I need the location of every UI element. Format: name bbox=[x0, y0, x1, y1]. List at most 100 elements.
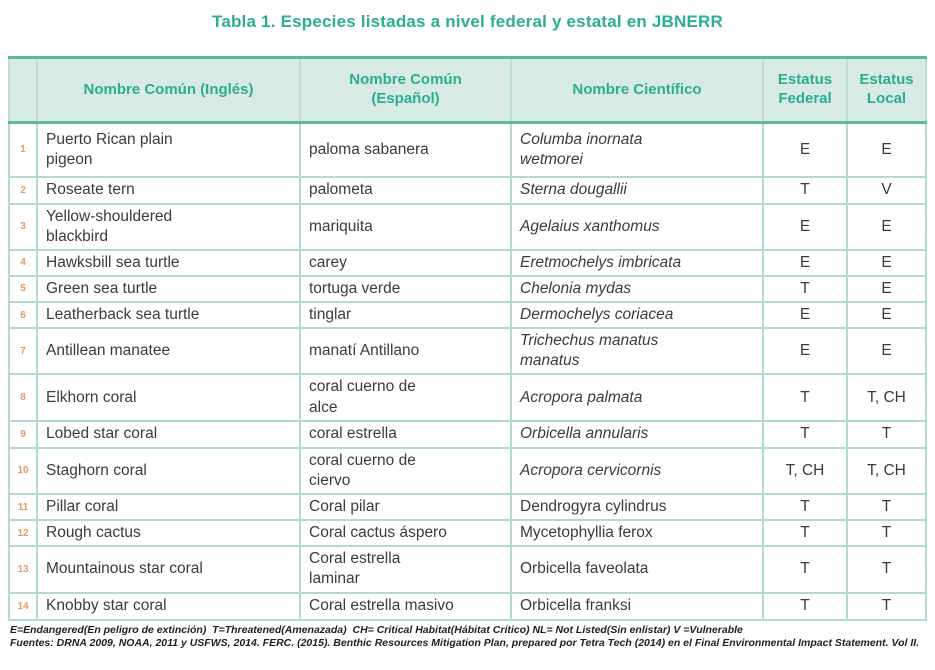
common-name-en: Yellow-shouldered blackbird bbox=[36, 202, 301, 251]
federal-status: T bbox=[762, 493, 848, 522]
local-status: E bbox=[846, 202, 927, 251]
row-number: 7 bbox=[8, 327, 38, 376]
scientific-name: Orbicella annularis bbox=[510, 419, 764, 449]
common-name-en: Staghorn coral bbox=[36, 446, 301, 496]
scientific-name: Chelonia mydas bbox=[510, 274, 764, 304]
row-number: 14 bbox=[8, 591, 38, 621]
common-name-en: Green sea turtle bbox=[36, 274, 301, 304]
local-status: T bbox=[846, 545, 927, 594]
local-status: E bbox=[846, 327, 927, 376]
table-row: 1 Puerto Rican plain pigeon paloma sabaner… bbox=[8, 121, 927, 178]
common-name-en: Hawksbill sea turtle bbox=[36, 248, 301, 277]
table-title: Tabla 1. Especies listadas a nivel feder… bbox=[212, 12, 723, 31]
header-common-name-es: Nombre Común (Español) bbox=[299, 56, 512, 124]
table-row: 2 Roseate tern palometa Sterna dougallii T V bbox=[8, 175, 927, 205]
scientific-name: Dendrogyra cylindrus bbox=[510, 493, 764, 522]
row-number: 3 bbox=[8, 202, 38, 251]
table-row: 6 Leatherback sea turtle tinglar Dermochely… bbox=[8, 301, 927, 330]
common-name-es: Coral pilar bbox=[299, 493, 512, 522]
header-row: Nombre Común (Inglés) Nombre Común (Espa… bbox=[8, 56, 927, 124]
scientific-name: Trichechus manatus manatus bbox=[510, 327, 764, 376]
row-number: 6 bbox=[8, 301, 38, 330]
sources-note: Fuentes: DRNA 2009, NOAA, 2011 y USFWS, … bbox=[10, 637, 920, 650]
header-common-name-en: Nombre Común (Inglés) bbox=[36, 56, 301, 124]
scientific-name: Orbicella faveolata bbox=[510, 545, 764, 594]
header-local-status: Estatus Local bbox=[846, 56, 927, 124]
row-number: 4 bbox=[8, 248, 38, 277]
table-row: 9 Lobed star coral coral estrella Orbicella… bbox=[8, 419, 927, 449]
common-name-es: palometa bbox=[299, 175, 512, 205]
local-status: T bbox=[846, 591, 927, 621]
common-name-en: Puerto Rican plain pigeon bbox=[36, 121, 301, 178]
federal-status: T bbox=[762, 591, 848, 621]
species-table-body: 1 Puerto Rican plain pigeon paloma sabaner… bbox=[8, 121, 927, 621]
table-row: 11 Pillar coral Coral pilar Dendrogyra cyli… bbox=[8, 493, 927, 522]
table-row: 4 Hawksbill sea turtle carey Eretmochelys i… bbox=[8, 248, 927, 277]
federal-status: E bbox=[762, 121, 848, 178]
common-name-es: paloma sabanera bbox=[299, 121, 512, 178]
scientific-name: Mycetophyllia ferox bbox=[510, 519, 764, 548]
common-name-es: tinglar bbox=[299, 301, 512, 330]
common-name-en: Lobed star coral bbox=[36, 419, 301, 449]
federal-status: T bbox=[762, 519, 848, 548]
local-status: T bbox=[846, 519, 927, 548]
federal-status: E bbox=[762, 248, 848, 277]
common-name-es: Coral cactus áspero bbox=[299, 519, 512, 548]
common-name-es: mariquita bbox=[299, 202, 512, 251]
scientific-name: Sterna dougallii bbox=[510, 175, 764, 205]
table-row: 10 Staghorn coral coral cuerno de ciervo Ac… bbox=[8, 446, 927, 496]
local-status: T, CH bbox=[846, 446, 927, 496]
federal-status: E bbox=[762, 202, 848, 251]
row-number: 13 bbox=[8, 545, 38, 594]
common-name-en: Knobby star coral bbox=[36, 591, 301, 621]
row-number: 10 bbox=[8, 446, 38, 496]
local-status: E bbox=[846, 248, 927, 277]
table-row: 7 Antillean manatee manatí Antillano Triche… bbox=[8, 327, 927, 376]
common-name-es: coral estrella bbox=[299, 419, 512, 449]
row-number: 1 bbox=[8, 121, 38, 178]
row-number: 2 bbox=[8, 175, 38, 205]
scientific-name: Dermochelys coriacea bbox=[510, 301, 764, 330]
row-number: 9 bbox=[8, 419, 38, 449]
header-federal-status: Estatus Federal bbox=[762, 56, 848, 124]
federal-status: T, CH bbox=[762, 446, 848, 496]
local-status: E bbox=[846, 301, 927, 330]
scientific-name: Eretmochelys imbricata bbox=[510, 248, 764, 277]
common-name-es: coral cuerno de ciervo bbox=[299, 446, 512, 496]
table-row: 8 Elkhorn coral coral cuerno de alce Acropo… bbox=[8, 373, 927, 422]
local-status: E bbox=[846, 121, 927, 178]
common-name-en: Pillar coral bbox=[36, 493, 301, 522]
local-status: E bbox=[846, 274, 927, 304]
table-row: 12 Rough cactus Coral cactus áspero Mycetop… bbox=[8, 519, 927, 548]
species-table: Nombre Común (Inglés) Nombre Común (Espa… bbox=[8, 56, 927, 621]
table-row: 14 Knobby star coral Coral estrella masivo… bbox=[8, 591, 927, 621]
federal-status: E bbox=[762, 327, 848, 376]
common-name-es: carey bbox=[299, 248, 512, 277]
common-name-es: coral cuerno de alce bbox=[299, 373, 512, 422]
federal-status: T bbox=[762, 419, 848, 449]
common-name-en: Antillean manatee bbox=[36, 327, 301, 376]
common-name-es: Coral estrella masivo bbox=[299, 591, 512, 621]
header-scientific-name: Nombre Científico bbox=[510, 56, 764, 124]
table-header: Nombre Común (Inglés) Nombre Común (Espa… bbox=[8, 56, 927, 124]
scientific-name: Orbicella franksi bbox=[510, 591, 764, 621]
common-name-es: Coral estrella laminar bbox=[299, 545, 512, 594]
table-row: 5 Green sea turtle tortuga verde Chelonia m… bbox=[8, 274, 927, 304]
common-name-en: Roseate tern bbox=[36, 175, 301, 205]
scientific-name: Acropora palmata bbox=[510, 373, 764, 422]
local-status: V bbox=[846, 175, 927, 205]
common-name-es: manatí Antillano bbox=[299, 327, 512, 376]
federal-status: T bbox=[762, 373, 848, 422]
common-name-en: Elkhorn coral bbox=[36, 373, 301, 422]
federal-status: E bbox=[762, 301, 848, 330]
federal-status: T bbox=[762, 175, 848, 205]
local-status: T bbox=[846, 419, 927, 449]
table-row: 3 Yellow-shouldered blackbird mariquita Age… bbox=[8, 202, 927, 251]
legend-note: E=Endangered(En peligro de extinción) T=… bbox=[10, 623, 743, 636]
scientific-name: Agelaius xanthomus bbox=[510, 202, 764, 251]
row-number: 5 bbox=[8, 274, 38, 304]
header-row-number bbox=[8, 56, 38, 124]
common-name-en: Mountainous star coral bbox=[36, 545, 301, 594]
scientific-name: Columba inornata wetmorei bbox=[510, 121, 764, 178]
